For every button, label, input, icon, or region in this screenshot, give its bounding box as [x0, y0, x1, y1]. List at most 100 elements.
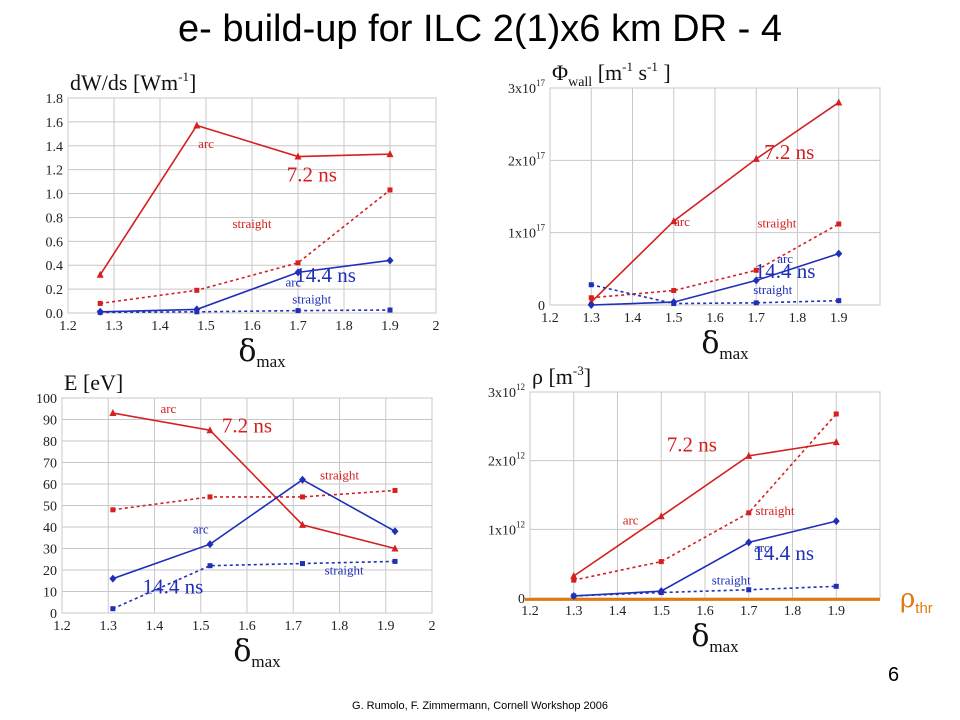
- y-axis-label-sup: -3: [573, 363, 584, 378]
- data-point-red-arc: [294, 152, 302, 160]
- annotation-straight: straight: [320, 468, 359, 483]
- x-tick-label: 1.2: [53, 619, 71, 634]
- data-point-blue-arc: [109, 574, 117, 583]
- x-tick-label: 1.3: [105, 319, 123, 334]
- series-line-blue-arc: [112, 478, 396, 580]
- x-axis-label-main: δ: [233, 634, 251, 669]
- annotation-14-4-ns: 14.4 ns: [295, 263, 356, 287]
- y-tick-label: 0: [50, 607, 57, 622]
- y-axis-label-sup: -1: [178, 69, 189, 84]
- x-tick-label: 1.5: [197, 319, 215, 334]
- data-point-blue-straight: [746, 587, 752, 593]
- panel-flux: 1.2 1.3 1.4 1.5 1.6 1.7 1.8 1.901x10172x10173x1…: [508, 59, 881, 363]
- y-tick-base: 0: [518, 592, 525, 607]
- y-tick-label: 3x1017: [508, 78, 546, 97]
- y-tick-label: 0: [538, 299, 545, 314]
- y-tick-label: 1.2: [46, 164, 64, 179]
- data-point-blue-arc: [587, 301, 595, 309]
- annotation-7-2-ns: 7.2 ns: [287, 163, 337, 187]
- x-tick-label: 1.5: [653, 604, 671, 619]
- x-tick-label: 1.8: [331, 619, 349, 634]
- x-tick-label: 1.4: [146, 619, 164, 634]
- footer-credit: G. Rumolo, F. Zimmermann, Cornell Worksh…: [352, 700, 608, 712]
- series-line-red-straight: [573, 413, 837, 581]
- data-point-blue-straight: [300, 561, 305, 567]
- x-tick-label: 1.9: [828, 604, 846, 619]
- data-point-red-arc: [109, 409, 117, 417]
- series-line-red-arc: [99, 124, 391, 276]
- data-point-red-arc: [657, 512, 665, 520]
- data-point-blue-arc: [745, 538, 753, 547]
- data-point-red-straight: [110, 507, 116, 513]
- y-tick-label: 10: [43, 586, 57, 601]
- data-point-red-arc: [299, 520, 306, 528]
- y-tick-base: 1x10: [508, 227, 536, 242]
- y-tick-label: 1.0: [46, 188, 64, 203]
- x-tick-label: 1.5: [192, 619, 210, 634]
- data-point-blue-straight: [207, 563, 213, 569]
- series-line-red-arc: [112, 412, 396, 550]
- series-line-red-straight: [100, 189, 391, 305]
- data-point-red-straight: [836, 221, 842, 227]
- y-axis-label: dW/ds [Wm-1]: [70, 69, 196, 95]
- x-tick-label: 1.9: [377, 619, 395, 634]
- data-point-red-straight: [97, 300, 103, 306]
- annotation-straight: straight: [325, 562, 364, 577]
- annotation-14-4-ns: 14.4 ns: [143, 575, 204, 599]
- page-number: 6: [888, 664, 900, 686]
- data-point-red-straight: [588, 295, 594, 301]
- annotation-arc: arc: [777, 251, 793, 266]
- y-tick-exponent: 17: [536, 223, 546, 233]
- data-point-blue-straight: [671, 301, 677, 307]
- data-point-blue-straight: [97, 309, 103, 315]
- data-point-red-straight: [658, 559, 664, 565]
- data-point-blue-straight: [753, 300, 759, 306]
- y-tick-exponent: 17: [536, 150, 546, 160]
- y-axis-label-tail2: s: [633, 60, 647, 85]
- x-tick-label: 1.2: [521, 604, 539, 619]
- y-axis-label: Φwall [m-1 s-1 ]: [552, 59, 671, 90]
- annotation-arc: arc: [674, 214, 690, 229]
- panel-density: 1.2 1.3 1.4 1.5 1.6 1.7 1.8 1.901x10122x10123x1…: [488, 363, 881, 656]
- series-line-blue-straight: [112, 560, 396, 610]
- y-tick-label: 1.6: [46, 116, 64, 131]
- data-point-blue-straight: [588, 282, 594, 288]
- y-axis-label: ρ [m-3]: [532, 363, 591, 389]
- x-axis-label-main: δ: [691, 619, 709, 654]
- data-point-blue-straight: [387, 307, 393, 313]
- y-axis-label-tail: ]: [189, 70, 196, 95]
- y-tick-exponent: 12: [516, 451, 525, 461]
- rho-threshold-label: ρthr: [900, 584, 933, 617]
- series-line-blue-arc: [100, 259, 391, 313]
- data-point-blue-straight: [836, 298, 842, 304]
- y-axis-label-main: E [eV]: [64, 370, 123, 395]
- panel-energy: 1.2 1.3 1.4 1.5 1.6 1.7 1.8 1.9 2010203040506070…: [36, 370, 436, 671]
- x-tick-label: 1.3: [565, 604, 583, 619]
- x-axis-label-sub: max: [709, 637, 739, 656]
- y-tick-label: 2x1012: [488, 451, 525, 470]
- y-tick-label: 60: [43, 478, 57, 493]
- x-tick-label: 1.2: [541, 311, 559, 326]
- y-axis-label-tail: ]: [584, 364, 591, 389]
- data-point-blue-arc: [206, 540, 214, 549]
- y-axis-label-sub: wall: [568, 75, 592, 90]
- x-tick-label: 1.8: [789, 311, 807, 326]
- annotation-7-2-ns: 7.2 ns: [222, 413, 272, 437]
- x-tick-label: 1.5: [665, 311, 683, 326]
- data-point-blue-arc: [752, 276, 760, 285]
- annotation-arc: arc: [198, 136, 214, 151]
- y-tick-base: 3x10: [508, 82, 536, 97]
- data-point-red-straight: [387, 187, 393, 193]
- data-point-blue-straight: [571, 593, 577, 599]
- series-line-blue-straight: [100, 309, 391, 314]
- y-axis-label-main: dW/ds [Wm: [70, 70, 178, 95]
- annotation-straight: straight: [753, 282, 792, 297]
- y-tick-base: 2x10: [508, 154, 536, 169]
- data-point-red-straight: [295, 260, 301, 266]
- x-tick-label: 1.7: [285, 619, 303, 634]
- data-point-blue-arc: [832, 517, 840, 526]
- data-point-red-arc: [570, 572, 578, 580]
- x-tick-label: 1.8: [784, 604, 802, 619]
- y-tick-label: 0.6: [46, 235, 64, 250]
- y-tick-label: 1x1017: [508, 223, 546, 242]
